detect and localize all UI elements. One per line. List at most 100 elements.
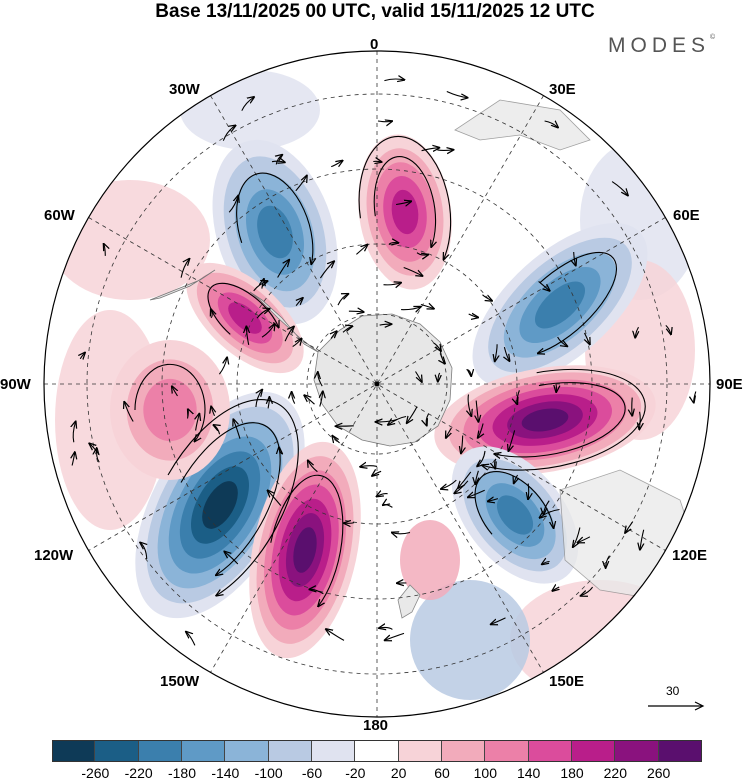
wind-arrow — [124, 402, 134, 422]
wind-arrow — [377, 121, 392, 122]
wind-arrow — [461, 435, 463, 454]
wind-arrow — [639, 411, 640, 430]
wind-arrow — [213, 425, 219, 435]
colorbar-box — [485, 740, 529, 762]
wind-arrow — [331, 331, 337, 339]
wind-arrow — [73, 421, 76, 443]
anomaly-neg-pacific-east — [135, 391, 305, 619]
streamline — [474, 471, 560, 535]
south-america-tip — [149, 269, 216, 301]
colorbar-tick-label: -60 — [301, 765, 323, 781]
wind-arrow — [104, 244, 106, 256]
lon-label-150e: 150E — [549, 673, 585, 690]
wind-arrow — [477, 450, 486, 467]
streamline — [373, 156, 441, 255]
streamline — [236, 172, 321, 282]
colorbar-box — [225, 740, 269, 762]
wind-arrow — [318, 372, 323, 387]
wind-arrow — [694, 391, 697, 403]
wind-arrow — [196, 414, 200, 431]
map-border — [43, 50, 711, 718]
lon-label-120e: 120E — [672, 547, 708, 564]
anomaly-wash — [400, 520, 460, 600]
streamline — [270, 474, 344, 608]
wind-arrow — [211, 406, 214, 417]
colorbar-box — [355, 740, 399, 762]
anomaly-wash — [410, 580, 530, 700]
wind-arrow — [383, 283, 402, 285]
wind-arrow — [407, 406, 418, 424]
wind-arrow — [403, 266, 423, 277]
wind-arrow — [304, 395, 315, 405]
anomaly-pos-atlantic — [358, 134, 452, 290]
wind-arrow — [421, 148, 440, 151]
modes-logo: MODES© — [608, 34, 715, 58]
colorbar-box — [52, 740, 96, 762]
anomaly-neg-indian-west — [472, 223, 648, 387]
wind-arrow — [277, 260, 290, 278]
colorbar-tick-label: -100 — [254, 765, 283, 781]
south-pole-marker — [374, 381, 380, 387]
wind-arrow — [332, 436, 340, 444]
lon-label-30w: 30W — [169, 81, 200, 98]
wind-arrow — [140, 542, 147, 560]
wind-arrow — [401, 307, 421, 310]
colorbar: -260 -220 -180 -140 -100 -60 -20 20 60 100 140 180 2… — [52, 740, 702, 783]
colorbar-box — [312, 740, 356, 762]
wind-arrow — [665, 324, 671, 334]
wind-arrow — [458, 471, 472, 488]
wind-arrow — [488, 499, 499, 502]
wind-arrow — [241, 97, 254, 111]
wind-arrow — [222, 125, 235, 141]
wind-arrow — [279, 447, 284, 455]
colorbar-tick-label: 260 — [646, 765, 671, 781]
wind-arrow — [376, 494, 388, 497]
wind-arrow — [540, 508, 560, 518]
polar-stereographic-map — [43, 50, 711, 718]
colorbar-tick-label: -140 — [211, 765, 240, 781]
wind-arrow — [468, 314, 479, 318]
streamlines — [72, 79, 697, 646]
wind-arrow — [578, 536, 591, 543]
colorbar-box — [138, 740, 182, 762]
wind-arrow — [606, 555, 610, 568]
colorbar-tick-label: -180 — [167, 765, 197, 781]
wind-arrow — [504, 346, 509, 361]
reference-vector-label: 30 — [666, 684, 680, 698]
wind-arrow — [344, 523, 355, 524]
colorbar-tick-label: 180 — [560, 765, 584, 781]
wind-arrow — [320, 391, 323, 407]
wind-arrow — [482, 294, 493, 301]
wind-arrow — [415, 371, 422, 383]
wind-arrow — [542, 562, 550, 565]
wind-arrow — [292, 392, 295, 404]
colorbar-box — [182, 740, 226, 762]
colorbar-tick-label: -20 — [345, 765, 366, 781]
wind-arrow — [396, 201, 411, 204]
colorbar-box — [268, 740, 312, 762]
colorbar-box — [442, 740, 486, 762]
colorbar-box — [615, 740, 659, 762]
wind-arrow — [331, 161, 343, 167]
wind-arrow — [379, 324, 392, 325]
anomaly-pos-drake — [186, 262, 304, 374]
wind-arrow — [356, 245, 367, 255]
colorbar-tick-label: 100 — [473, 765, 498, 781]
wind-arrow — [392, 533, 411, 534]
wind-arrow — [416, 252, 428, 255]
wind-arrow — [478, 423, 483, 439]
wind-arrow — [446, 90, 468, 98]
reference-vector: 30 — [646, 684, 706, 714]
wind-arrow — [295, 175, 307, 192]
lon-label-0: 0 — [370, 36, 379, 53]
colorbar-tick-label: 220 — [603, 765, 628, 781]
wind-arrow — [495, 344, 497, 361]
lon-label-90e: 90E — [716, 376, 743, 393]
anomaly-pos-bellingshausen — [110, 340, 230, 480]
anomaly-contour — [534, 281, 586, 329]
wind-arrow — [538, 280, 550, 291]
wind-arrow — [97, 448, 100, 463]
wind-arrow — [246, 326, 248, 346]
wind-arrow — [468, 394, 471, 417]
brand-text: MODES — [608, 34, 711, 57]
